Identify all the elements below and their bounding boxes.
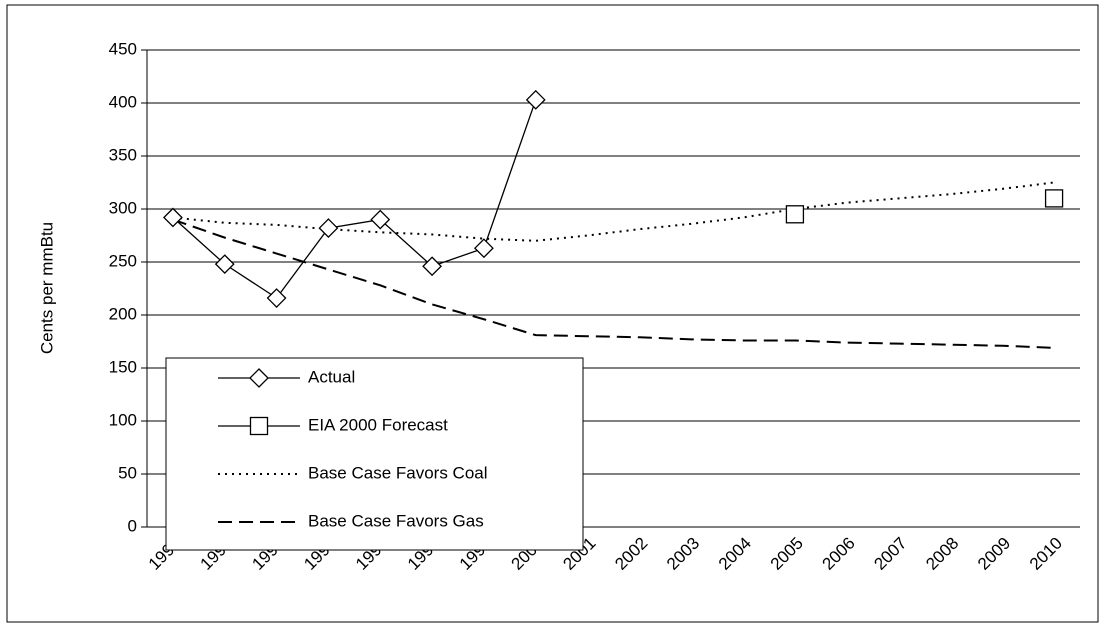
marker-diamond: [422, 256, 443, 277]
y-tick-label: 350: [109, 145, 137, 164]
marker-diamond: [162, 207, 183, 228]
marker-diamond: [266, 288, 287, 308]
legend-label: EIA 2000 Forecast: [308, 415, 448, 434]
y-axis-label: Cents per mmBtu: [37, 222, 56, 354]
marker-diamond: [214, 254, 235, 275]
y-tick-label: 400: [109, 92, 137, 111]
legend-label: Actual: [308, 367, 355, 386]
marker-square: [249, 416, 269, 436]
marker-diamond: [249, 368, 269, 388]
marker-square: [785, 205, 805, 224]
y-tick-label: 250: [109, 251, 137, 270]
y-tick-label: 450: [109, 39, 137, 58]
marker-diamond: [473, 238, 494, 259]
y-tick-label: 0: [128, 516, 137, 535]
y-tick-label: 200: [109, 304, 137, 323]
legend: Actual EIA 2000 Forecast Base Case Favors …: [165, 357, 584, 551]
legend-label: Base Case Favors Coal: [308, 463, 488, 482]
y-tick-label: 300: [109, 198, 137, 217]
legend-box: [165, 357, 584, 551]
marker-diamond: [318, 218, 339, 238]
legend-label: Base Case Favors Gas: [308, 511, 484, 530]
y-tick-label: 150: [109, 357, 137, 376]
marker-square: [1044, 189, 1064, 208]
y-tick-label: 50: [118, 463, 137, 482]
marker-diamond: [370, 209, 391, 230]
series-line: [172, 99, 537, 299]
marker-diamond: [525, 89, 546, 110]
y-tick-label: 100: [109, 410, 137, 429]
series-line: [172, 218, 1055, 349]
